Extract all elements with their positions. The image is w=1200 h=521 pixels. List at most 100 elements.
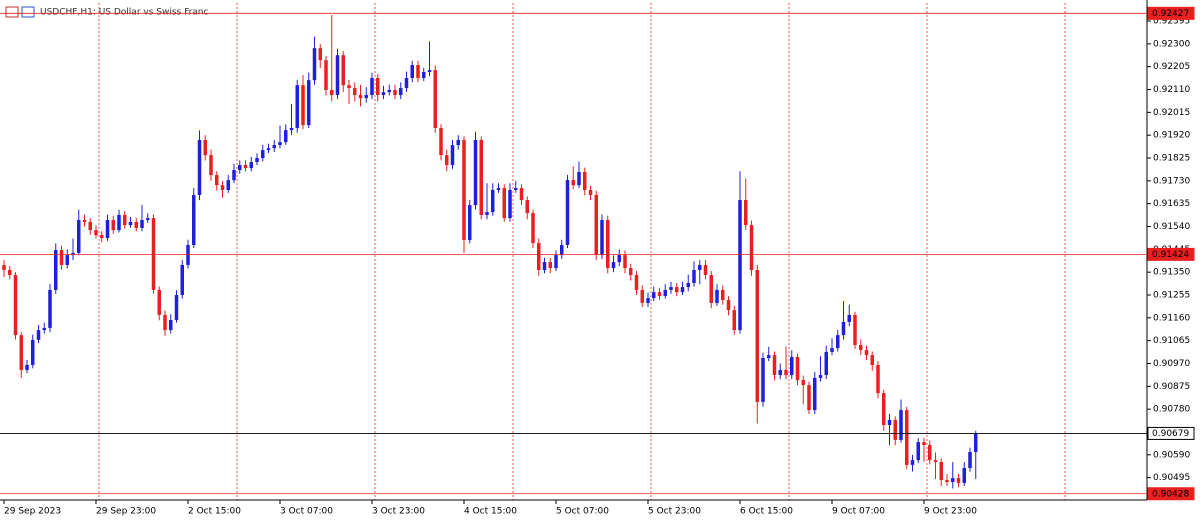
candle-body [634, 275, 639, 290]
candle-body [594, 195, 598, 256]
candle-body [232, 170, 236, 181]
y-tick-label: 0.91920 [1153, 131, 1190, 141]
candle-body [864, 350, 869, 356]
candle-body [801, 380, 805, 386]
candle-body [588, 189, 593, 196]
candle-body [887, 419, 892, 426]
candle-body [456, 139, 460, 146]
candle-body [347, 85, 351, 89]
chart-title: USDCHF,H1: US Dollar vs Swiss Franc [40, 8, 209, 18]
y-tick-label: 0.91160 [1153, 313, 1190, 323]
candle-body [439, 127, 443, 156]
candle-body [272, 145, 276, 149]
candle-body [571, 180, 575, 186]
candle-body [514, 188, 518, 190]
candle-body [577, 171, 581, 186]
candle-body [951, 478, 955, 482]
price-label: 0.90679 [1152, 429, 1189, 439]
candle-body [278, 142, 282, 146]
candle-body [617, 255, 621, 263]
candle-body [19, 335, 23, 370]
candle-body [42, 327, 46, 331]
candle-body [606, 220, 610, 269]
candle-body [646, 298, 650, 303]
candle-body [284, 130, 288, 143]
candle-body [491, 189, 495, 213]
candle-body [77, 220, 81, 253]
candle-body [65, 255, 69, 265]
candle-body [105, 220, 110, 239]
candle-body [220, 185, 225, 190]
candle-body [318, 48, 322, 61]
candle-body [54, 250, 58, 290]
candle-body [197, 139, 202, 196]
candle-body [698, 264, 702, 271]
y-tick-label: 0.91255 [1153, 290, 1190, 300]
candle-body [841, 321, 846, 336]
candle-body [600, 220, 604, 256]
chart-icon [5, 6, 35, 18]
candle-body [157, 289, 161, 315]
candle-body [767, 355, 771, 358]
candle-body [48, 289, 52, 328]
candle-body [13, 275, 18, 336]
candle-body [813, 377, 817, 411]
candle-body [174, 294, 179, 320]
candle-body [795, 357, 800, 381]
price-label: 0.91424 [1152, 250, 1189, 260]
candle-body [324, 60, 328, 90]
candle-body [922, 442, 926, 445]
candle-body [629, 268, 633, 276]
candle-body [82, 220, 87, 222]
candle-body [715, 289, 719, 303]
candle-body [266, 148, 271, 151]
candle-body [123, 214, 127, 226]
candle-body [445, 155, 449, 165]
candle-body [657, 292, 662, 296]
candle-body [744, 200, 748, 226]
candle-body [427, 70, 432, 72]
candle-body [945, 480, 949, 482]
x-tick-label: 29 Sep 23:00 [96, 507, 156, 517]
candle-body [433, 70, 437, 128]
candle-body [335, 55, 340, 96]
price-label-box [1147, 6, 1195, 20]
candle-body [761, 357, 765, 402]
x-tick-label: 3 Oct 07:00 [280, 507, 333, 517]
candle-body [640, 289, 644, 303]
candle-body [680, 287, 685, 293]
candle-body [933, 460, 938, 463]
y-tick-label: 0.91730 [1153, 176, 1190, 186]
price-label-box [1147, 426, 1195, 440]
candle-body [755, 270, 759, 402]
candle-body [146, 218, 150, 221]
x-tick-label: 9 Oct 23:00 [924, 507, 977, 517]
y-tick-label: 0.91065 [1153, 336, 1190, 346]
candle-body [192, 195, 196, 246]
candle-body [496, 188, 501, 190]
price-label-box [1147, 247, 1195, 261]
candle-body [163, 314, 167, 331]
candle-body [870, 355, 874, 365]
candle-body [790, 357, 794, 376]
candle-body [301, 85, 305, 126]
candle-body [818, 375, 823, 378]
candle-body [128, 221, 133, 226]
candle-body [370, 77, 374, 96]
candle-body [565, 180, 570, 246]
candle-body [703, 264, 708, 276]
candle-body [726, 300, 731, 311]
y-tick-label: 0.92110 [1153, 85, 1190, 95]
candle-body [916, 442, 920, 461]
candle-body [709, 275, 713, 303]
x-tick-label: 9 Oct 07:00 [832, 507, 885, 517]
candle-body [548, 262, 552, 269]
x-tick-label: 5 Oct 07:00 [556, 507, 609, 517]
candle-body [847, 314, 851, 322]
candle-body [468, 205, 472, 240]
candle-body [249, 162, 253, 169]
candle-body [169, 319, 173, 331]
candle-body [905, 410, 909, 465]
candle-body [675, 287, 679, 293]
